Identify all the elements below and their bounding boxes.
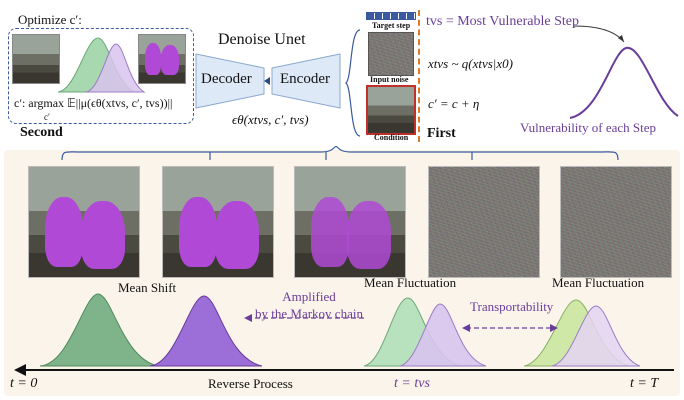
axis-label-t0: t = 0 xyxy=(10,376,38,391)
first-label: First xyxy=(427,126,456,141)
image-noisy-T xyxy=(560,166,672,278)
input-noise-label: Input noise xyxy=(370,75,409,84)
decoder-label: Decoder xyxy=(201,71,252,87)
caption-mean-fluctuation-1: Mean Fluctuation xyxy=(364,275,457,290)
dist-right-purple xyxy=(551,305,641,367)
optimize-distribution-curves xyxy=(57,37,146,93)
image-tvs xyxy=(294,166,406,278)
optimize-title: Optimize c′: xyxy=(18,12,82,27)
amplified-label: Amplified by the Markov chain xyxy=(255,289,363,321)
axis-label-tvs: t = tvs xyxy=(394,376,430,391)
unet-shape xyxy=(195,53,341,109)
time-axis-line xyxy=(24,369,674,371)
second-label: Second xyxy=(20,125,63,140)
tvs-definition: tvs = Most Vulnerable Step xyxy=(426,14,580,29)
target-step-bar xyxy=(366,12,416,20)
target-step-label: Target step xyxy=(372,21,411,30)
encoder-label: Encoder xyxy=(280,71,330,87)
input-noise-image xyxy=(368,32,414,76)
axis-label-reverse: Reverse Process xyxy=(208,376,293,391)
optimize-formula: c′: argmax 𝔼||μ(ϵθ(xtvs, c′, tvs))|| xyxy=(14,96,173,110)
vulnerability-label: Vulnerability of each Step xyxy=(520,120,657,135)
caption-mean-shift: Mean Shift xyxy=(118,280,177,295)
encoder-shape xyxy=(271,53,341,109)
dist-left-purple xyxy=(149,295,263,367)
input-brace xyxy=(345,29,361,137)
perturb-equation: c′ = c + η xyxy=(428,96,480,111)
unet-formula: ϵθ(xtvs, c′, tvs) xyxy=(232,112,309,127)
source-image xyxy=(12,34,60,84)
stage-divider xyxy=(418,10,420,142)
arrow-encoder-to-decoder xyxy=(264,77,270,85)
sampling-equation: xtvs ~ q(xtvs|x0) xyxy=(428,56,513,71)
transportability-label: Transportability xyxy=(470,299,554,314)
image-t0 xyxy=(28,166,140,278)
purple-distribution xyxy=(85,43,146,93)
decoder-shape xyxy=(195,53,265,109)
axis-label-T: t = T xyxy=(630,376,659,391)
caption-mean-fluctuation-2: Mean Fluctuation xyxy=(552,275,645,290)
image-noisy-1 xyxy=(428,166,540,278)
dist-left-green xyxy=(39,293,159,367)
optimize-panel xyxy=(8,28,194,124)
condition-image xyxy=(366,85,416,135)
vulnerability-curve xyxy=(569,25,679,119)
condition-label: Condition xyxy=(374,133,409,142)
unet-title: Denoise Unet xyxy=(218,31,306,48)
dist-mid-purple xyxy=(399,303,487,367)
distribution-row xyxy=(39,293,641,367)
time-axis-arrowhead xyxy=(14,364,26,376)
images-brace xyxy=(61,146,619,161)
adversarial-image xyxy=(138,34,186,84)
optimize-formula-sub: c′ xyxy=(44,112,50,122)
peak-arrow xyxy=(573,25,625,43)
image-t1 xyxy=(162,166,274,278)
